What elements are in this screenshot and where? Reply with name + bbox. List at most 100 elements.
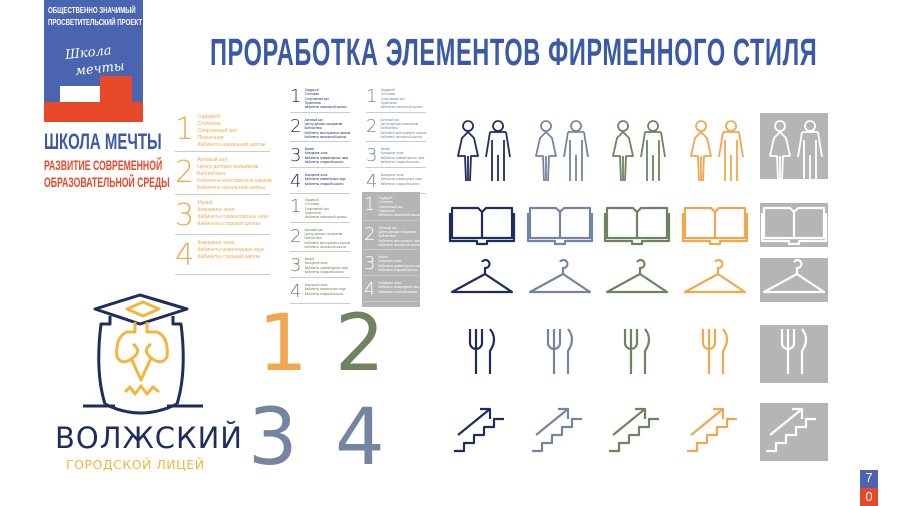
floor-number: 2 [175, 155, 195, 191]
hanger-icon [450, 258, 514, 294]
logo-tagline: ПРОСВЕТИТЕЛЬСКИЙ ПРОЕКТ [48, 17, 143, 27]
room-label: Прачечная [304, 210, 321, 215]
page-digit-bg: 0 [860, 488, 878, 506]
room-label: Актовый зал [304, 227, 323, 232]
book-icon-shape [681, 206, 749, 246]
floor-number: 2 [290, 115, 302, 137]
floor-number: 2 [364, 223, 376, 245]
room-label: Кабинеты иностранных языков [304, 130, 351, 135]
directory-row: 1 Гардероб Столовая Спортивный зал Прачечная… [290, 196, 350, 223]
room-label: Кабинеты гуманитарных наук [304, 155, 349, 160]
directory-row: 3 Музей Коворкинг-зона Кабинеты гуманитарны… [290, 255, 350, 279]
room-label: Центр детских инициатив [304, 231, 343, 236]
page-title: ПРОРАБОТКА ЭЛЕМЕНТОВ ФИРМЕННОГО СТИЛЯ [210, 32, 818, 74]
room-label: Кабинеты иностранных языков [304, 240, 351, 245]
room-label: Кабинеты начальной школы [380, 105, 423, 110]
cutlery-icon-shape [623, 328, 651, 374]
room-label: Музей [378, 255, 388, 260]
room-label: Коворкинг-зона [304, 173, 328, 178]
room-label: Кабинеты начальной школы [304, 215, 347, 220]
floor-number: 1 [366, 86, 378, 107]
room-label: Кабинеты инженерных наук [304, 287, 346, 292]
room-label: Кабинеты старшей школы [304, 160, 344, 165]
room-label: Гардероб [380, 88, 395, 92]
floor-number: 1 [290, 196, 302, 217]
hanger-icon [760, 258, 828, 302]
book-icon [760, 203, 828, 247]
room-label: Кабинеты гуманитарных наук [197, 214, 269, 221]
room-label: Коворкинг-зона [304, 283, 328, 288]
room-label: Библиотека [380, 126, 398, 131]
floor-number: 4 [290, 171, 302, 193]
floor-number: 3 [290, 145, 302, 167]
hanger-icon-shape [528, 258, 592, 294]
big-number-4: 4 [335, 393, 385, 483]
directory-row: 3 Музей Коворкинг-зона Кабинеты гуманитарны… [366, 145, 426, 169]
room-label: Кабинеты старшей школы [304, 291, 344, 296]
restroom-icon [760, 113, 828, 182]
room-label: Коворкинг-зона [378, 259, 402, 264]
cutlery-icon [701, 328, 729, 374]
page-digit: 0 [865, 489, 873, 504]
directory-row: 4 Коворкинг-зона Кабинеты инженерных наук К… [175, 238, 270, 276]
hanger-icon-shape [683, 258, 747, 294]
brand-subtitle: ОБРАЗОВАТЕЛЬНОЙ СРЕДЫ [44, 174, 170, 190]
room-label: Актовый зал [304, 117, 323, 122]
floor-number: 2 [290, 225, 302, 247]
room-label: Гардероб [304, 198, 319, 202]
logo-wall [60, 86, 100, 102]
restroom-icon [457, 120, 511, 182]
book-icon [681, 206, 749, 246]
book-icon [448, 206, 516, 246]
lyceum-subtitle: ГОРОДСКОЙ ЛИЦЕЙ [66, 457, 205, 472]
hanger-icon-shape [762, 258, 826, 294]
room-label: Библиотека [304, 126, 322, 131]
floor-number: 3 [366, 145, 378, 167]
cutlery-icon-shape [780, 328, 808, 374]
room-label: Музей [197, 200, 213, 207]
room-label: Кабинеты старшей школы [380, 160, 420, 165]
directory-sign: 1 Гардероб Столовая Спортивный зал Прачечная… [290, 86, 350, 197]
room-label: Кабинеты иностранных языков [380, 130, 427, 135]
room-label: Музей [304, 257, 314, 262]
floor-number: 4 [366, 171, 378, 193]
directory-row: 1 Гардероб Столовая Спортивный зал Прачечная… [364, 194, 421, 221]
icon-background [760, 403, 828, 461]
book-icon [603, 206, 671, 246]
icon-grid [448, 113, 828, 461]
room-label: Столовая [304, 202, 319, 207]
room-label: Музей [304, 147, 314, 152]
logo-band [44, 102, 143, 122]
room-label: Кабинеты старшей школы [378, 289, 418, 294]
room-label: Коворкинг-зона [380, 173, 404, 178]
hanger-icon [528, 258, 592, 294]
stairs-icon-shape [609, 407, 659, 453]
owl-logo [83, 293, 203, 415]
hanger-icon [605, 258, 669, 294]
room-label: Центр детских инициатив [197, 164, 259, 171]
book-icon-shape [448, 206, 516, 246]
floor-number: 1 [290, 86, 302, 107]
room-label: Кабинеты иностранных языков [378, 238, 425, 243]
room-label: Кабинеты начальной школы [378, 213, 421, 218]
floor-number: 3 [364, 253, 376, 275]
directory-sign: 1 Гардероб Столовая Спортивный зал Прачечная… [290, 196, 350, 307]
room-label: Кабинеты начальной школы [304, 105, 347, 110]
floor-number: 1 [175, 112, 195, 147]
room-label: Коворкинг-зона [380, 151, 404, 156]
room-label: Кабинеты начальной школы [304, 134, 347, 139]
room-label: Кабинеты начальной школы [380, 134, 423, 139]
room-label: Библиотека [304, 236, 322, 241]
stairs-icon [532, 407, 582, 453]
hanger-icon-shape [450, 258, 514, 294]
brand-subtitle: РАЗВИТИЕ СОВРЕМЕННОЙ [44, 157, 163, 173]
directory-row: 4 Коворкинг-зона Кабинеты инженерных наук К… [290, 281, 350, 305]
floor-number: 3 [175, 198, 195, 234]
room-label: Гардероб [304, 88, 319, 92]
room-label: Коворкинг-зона [304, 151, 328, 156]
stairs-icon-shape [532, 407, 582, 453]
restroom-icon-shape [612, 120, 666, 182]
directory-row: 2 Актовый зал Центр детских инициатив Библи… [290, 226, 350, 253]
room-label: Коворкинг-зона [378, 281, 402, 286]
cutlery-icon-shape [468, 328, 496, 374]
